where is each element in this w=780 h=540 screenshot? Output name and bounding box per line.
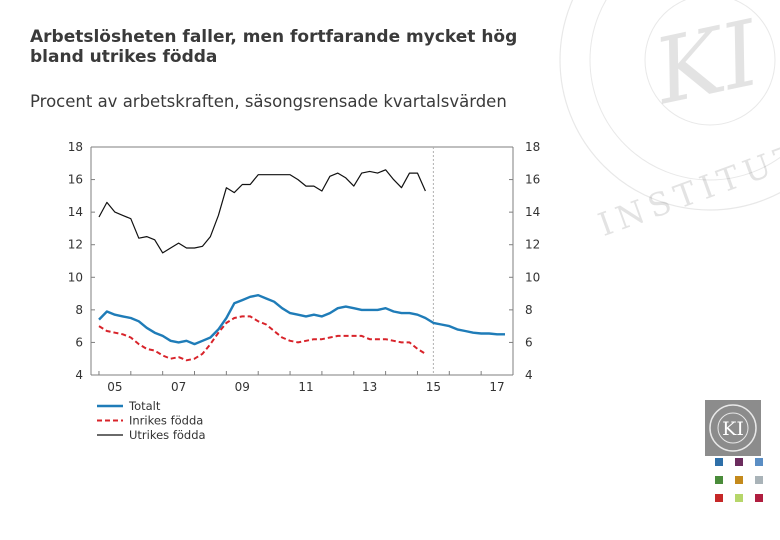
x-tick-label: 11 [298,380,313,394]
ki-watermark-seal: KI INSTITUTET [559,0,780,244]
color-swatch [755,476,763,484]
y-tick-label-left: 18 [68,140,83,154]
color-swatch [715,476,723,484]
color-swatch [755,494,763,502]
ki-logo-text: KI [722,418,744,440]
x-tick-label: 13 [362,380,377,394]
series-line-inrikes-fodda [98,315,426,362]
x-tick-label: 17 [489,380,504,394]
series-line-totalt [98,294,505,346]
y-tick-label-right: 4 [525,368,533,382]
y-tick-label-right: 14 [525,205,540,219]
x-tick-label: 09 [235,380,250,394]
y-tick-label-right: 12 [525,238,540,252]
x-tick-label: 05 [107,380,122,394]
chart-axes: 4 4 6 6 8 8 10 10 12 12 14 14 16 16 18 18 05 07 09 11 13 15 17 [68,140,541,394]
color-swatch [735,494,743,502]
watermark-ki-text: KI [644,1,770,126]
y-tick-label-left: 8 [75,303,83,317]
y-tick-label-right: 10 [525,270,540,284]
color-swatches [715,458,763,502]
legend-label-totalt: Totalt [128,399,161,413]
y-tick-label-right: 8 [525,303,533,317]
chart-subtitle: Procent av arbetskraften, säsongsrensade… [30,92,507,111]
y-tick-label-left: 6 [75,335,83,349]
ki-logo: KI [705,400,763,502]
chart-series [98,169,505,362]
y-tick-label-left: 4 [75,368,83,382]
legend-label-utrikes-fodda: Utrikes födda [129,428,206,442]
y-tick-label-left: 12 [68,238,83,252]
y-tick-label-left: 16 [68,173,83,187]
y-tick-label-left: 14 [68,205,83,219]
ki-logo-background [705,400,761,456]
y-tick-label-left: 10 [68,270,83,284]
y-tick-label-right: 16 [525,173,540,187]
color-swatch [735,476,743,484]
x-tick-label: 07 [171,380,186,394]
y-tick-label-right: 18 [525,140,540,154]
color-swatch [715,494,723,502]
y-tick-label-right: 6 [525,335,533,349]
x-tick-label: 15 [426,380,441,394]
color-swatch [735,458,743,466]
color-swatch [755,458,763,466]
color-swatch [715,458,723,466]
chart-title: Arbetslösheten faller, men fortfarande m… [30,27,518,67]
legend-label-inrikes-fodda: Inrikes födda [129,414,203,428]
series-line-utrikes-fodda [98,169,426,254]
